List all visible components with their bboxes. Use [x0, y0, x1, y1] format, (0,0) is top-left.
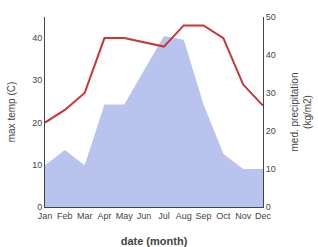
svg-text:30: 30	[32, 75, 42, 85]
svg-text:Apr: Apr	[97, 211, 111, 221]
svg-text:Jul: Jul	[158, 211, 170, 221]
svg-text:20: 20	[32, 118, 42, 128]
svg-text:Feb: Feb	[57, 211, 73, 221]
svg-text:20: 20	[266, 126, 276, 136]
svg-text:0: 0	[37, 202, 42, 212]
svg-text:max temp (C): max temp (C)	[6, 82, 17, 143]
svg-text:Nov: Nov	[235, 211, 252, 221]
svg-text:40: 40	[32, 33, 42, 43]
svg-text:med. precipitation(kg/m2): med. precipitation(kg/m2)	[289, 73, 313, 152]
svg-text:Sep: Sep	[196, 211, 212, 221]
svg-text:30: 30	[266, 88, 276, 98]
svg-text:10: 10	[32, 160, 42, 170]
svg-text:Oct: Oct	[216, 211, 231, 221]
svg-text:Mar: Mar	[77, 211, 93, 221]
svg-text:May: May	[116, 211, 134, 221]
svg-text:0: 0	[266, 202, 271, 212]
svg-text:Jan: Jan	[38, 211, 53, 221]
svg-text:Aug: Aug	[176, 211, 192, 221]
svg-text:Jun: Jun	[137, 211, 152, 221]
svg-text:40: 40	[266, 50, 276, 60]
svg-text:Dec: Dec	[255, 211, 272, 221]
svg-text:50: 50	[266, 12, 276, 22]
svg-text:date (month): date (month)	[121, 235, 188, 247]
svg-text:10: 10	[266, 164, 276, 174]
